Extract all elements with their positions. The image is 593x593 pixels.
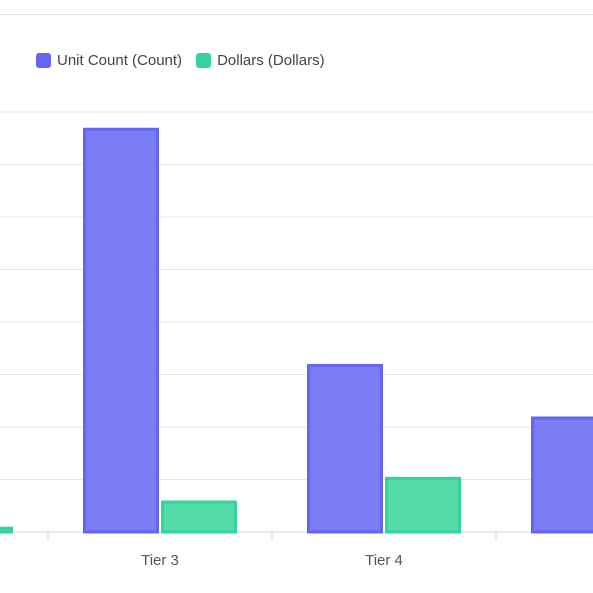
legend-item-dollars[interactable]: Dollars (Dollars)	[196, 52, 325, 69]
bar-dollars-tier-4	[385, 476, 461, 534]
legend-item-unit-count[interactable]: Unit Count (Count)	[36, 52, 182, 69]
bar-unit-count-tier-4	[307, 364, 383, 534]
top-divider	[0, 14, 593, 15]
legend-label-dollars: Dollars (Dollars)	[217, 52, 325, 69]
x-tick-label: Tier 3	[141, 552, 179, 569]
bar-unit-count-tier-3	[83, 127, 159, 534]
bar-dollars-tier-2	[0, 526, 13, 534]
bar-unit-count-tier-5	[531, 416, 593, 534]
legend-swatch-unit-count	[36, 53, 51, 68]
legend-swatch-dollars	[196, 53, 212, 68]
x-tick-label: Tier 4	[365, 552, 403, 569]
legend: Unit Count (Count) Dollars (Dollars)	[36, 52, 325, 69]
legend-label-unit-count: Unit Count (Count)	[57, 52, 183, 69]
bar-dollars-tier-3	[161, 500, 237, 534]
